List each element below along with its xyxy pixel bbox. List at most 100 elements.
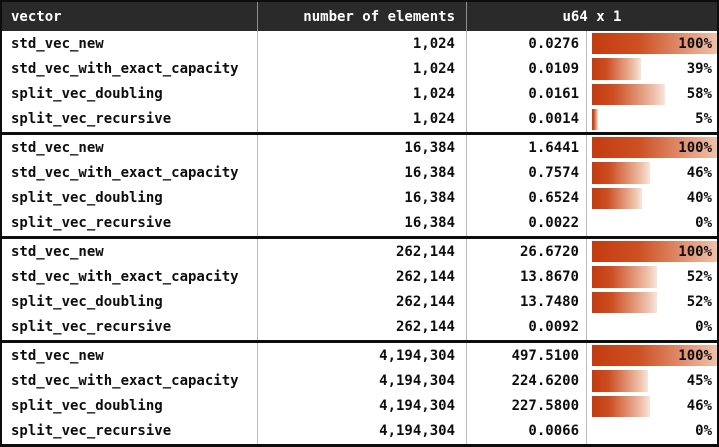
percentage-label: 58% [686, 86, 712, 103]
percentage-bar [592, 162, 650, 184]
benchmark-value-cell: 0.0066 [467, 418, 587, 444]
percentage-bar-cell: 45% [587, 368, 717, 393]
element-count-cell: 16,384 [258, 185, 467, 211]
benchmark-group: std_vec_new 16,384 1.6441 100% std_vec_w… [2, 132, 717, 236]
bar-track [592, 187, 717, 209]
vector-name-cell: std_vec_with_exact_capacity [2, 160, 258, 186]
table-row: split_vec_recursive 262,144 0.0092 0% [2, 314, 717, 340]
table-row: split_vec_doubling 262,144 13.7480 52% [2, 289, 717, 315]
percentage-label: 52% [686, 294, 712, 311]
benchmark-group: std_vec_new 4,194,304 497.5100 100% std_… [2, 340, 717, 444]
vector-name-cell: std_vec_new [2, 135, 258, 161]
vector-name-cell: split_vec_recursive [2, 418, 258, 444]
table-row: std_vec_new 262,144 26.6720 100% [2, 239, 717, 265]
bar-track [592, 370, 717, 392]
benchmark-value-cell: 0.0022 [467, 210, 587, 236]
table-row: std_vec_with_exact_capacity 16,384 0.757… [2, 160, 717, 186]
element-count-cell: 4,194,304 [258, 343, 467, 369]
element-count-cell: 262,144 [258, 239, 467, 265]
percentage-label: 45% [686, 372, 712, 389]
vector-name-cell: std_vec_new [2, 31, 258, 57]
bar-track [592, 395, 717, 417]
element-count-cell: 1,024 [258, 56, 467, 82]
vector-name-cell: std_vec_with_exact_capacity [2, 56, 258, 82]
percentage-label: 100% [678, 243, 712, 260]
vector-name-cell: split_vec_doubling [2, 289, 258, 315]
benchmark-value-cell: 0.7574 [467, 160, 587, 186]
vector-name-cell: std_vec_with_exact_capacity [2, 264, 258, 290]
benchmark-value-cell: 0.6524 [467, 185, 587, 211]
bar-track [592, 241, 717, 263]
vector-name-cell: split_vec_doubling [2, 81, 258, 107]
table-row: std_vec_new 16,384 1.6441 100% [2, 135, 717, 161]
percentage-bar-cell: 0% [587, 419, 717, 444]
benchmark-value-cell: 497.5100 [467, 343, 587, 369]
table-row: split_vec_doubling 16,384 0.6524 40% [2, 185, 717, 211]
percentage-bar-cell: 100% [587, 31, 717, 56]
benchmark-value-cell: 0.0161 [467, 81, 587, 107]
table-row: split_vec_recursive 4,194,304 0.0066 0% [2, 418, 717, 444]
percentage-label: 0% [695, 215, 712, 232]
percentage-bar-cell: 52% [587, 264, 717, 289]
benchmark-value-cell: 0.0276 [467, 31, 587, 57]
column-header-vector: vector [2, 2, 258, 31]
element-count-cell: 16,384 [258, 210, 467, 236]
benchmark-value-cell: 0.0109 [467, 56, 587, 82]
vector-name-cell: std_vec_new [2, 343, 258, 369]
percentage-label: 5% [695, 111, 712, 128]
percentage-bar-cell: 46% [587, 160, 717, 185]
percentage-bar [592, 241, 717, 263]
vector-name-cell: std_vec_new [2, 239, 258, 265]
benchmark-value-cell: 26.6720 [467, 239, 587, 265]
percentage-bar-cell: 5% [587, 107, 717, 132]
percentage-label: 46% [686, 398, 712, 415]
bar-track [592, 291, 717, 313]
percentage-bar [592, 345, 717, 367]
bar-track [592, 345, 717, 367]
benchmark-value-cell: 227.5800 [467, 393, 587, 419]
percentage-label: 100% [678, 347, 712, 364]
bar-track [592, 162, 717, 184]
percentage-bar [592, 108, 599, 130]
bar-track [592, 266, 717, 288]
bar-track [592, 108, 717, 130]
percentage-bar-cell: 100% [587, 343, 717, 368]
percentage-bar-cell: 100% [587, 239, 717, 264]
benchmark-group: std_vec_new 1,024 0.0276 100% std_vec_wi… [2, 31, 717, 132]
element-count-cell: 4,194,304 [258, 418, 467, 444]
bar-track [592, 137, 717, 159]
table-row: std_vec_new 4,194,304 497.5100 100% [2, 343, 717, 369]
benchmark-value-cell: 13.7480 [467, 289, 587, 315]
percentage-bar [592, 291, 657, 313]
table-row: split_vec_doubling 1,024 0.0161 58% [2, 81, 717, 107]
column-header-u64-x-1: u64 x 1 [562, 8, 622, 25]
element-count-cell: 262,144 [258, 289, 467, 315]
percentage-bar [592, 33, 717, 55]
column-header-number-of-elements: number of elements [258, 2, 467, 31]
percentage-bar-cell: 0% [587, 211, 717, 236]
vector-name-cell: split_vec_recursive [2, 314, 258, 340]
percentage-bar [592, 137, 717, 159]
percentage-bar-cell: 100% [587, 135, 717, 160]
percentage-label: 46% [686, 164, 712, 181]
benchmark-value-cell: 224.6200 [467, 368, 587, 394]
percentage-bar-cell: 39% [587, 56, 717, 81]
element-count-cell: 16,384 [258, 160, 467, 186]
benchmark-value-cell: 0.0092 [467, 314, 587, 340]
table-row: split_vec_recursive 16,384 0.0022 0% [2, 210, 717, 236]
percentage-label: 39% [686, 60, 712, 77]
element-count-cell: 1,024 [258, 106, 467, 132]
percentage-bar [592, 370, 649, 392]
vector-name-cell: split_vec_doubling [2, 393, 258, 419]
percentage-label: 0% [695, 423, 712, 440]
percentage-label: 0% [695, 319, 712, 336]
bar-track [592, 83, 717, 105]
percentage-bar-cell: 0% [587, 315, 717, 340]
percentage-label: 40% [686, 190, 712, 207]
element-count-cell: 16,384 [258, 135, 467, 161]
element-count-cell: 262,144 [258, 264, 467, 290]
element-count-cell: 4,194,304 [258, 393, 467, 419]
table-row: std_vec_with_exact_capacity 4,194,304 22… [2, 368, 717, 394]
table-row: std_vec_with_exact_capacity 1,024 0.0109… [2, 56, 717, 82]
